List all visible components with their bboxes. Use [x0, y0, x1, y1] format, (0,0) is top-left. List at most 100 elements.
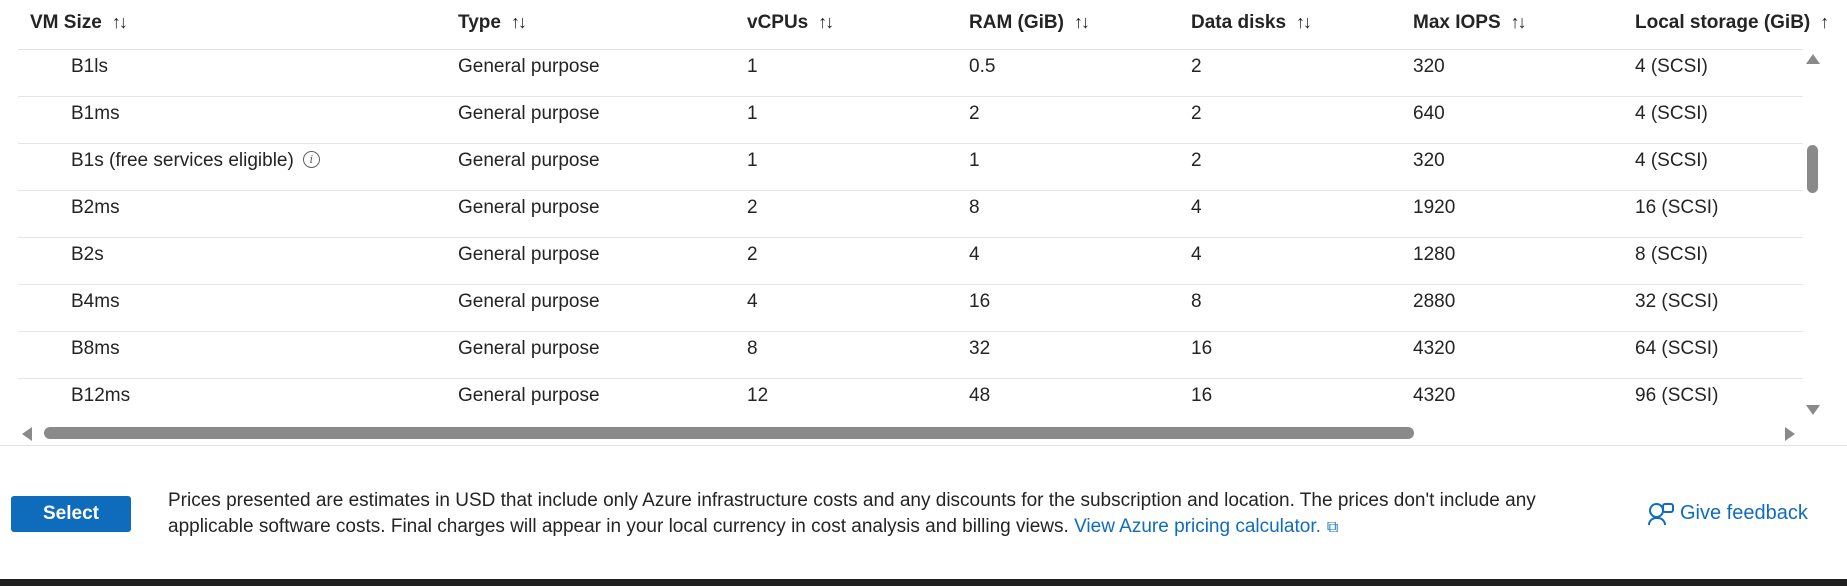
free-services-note: (free services eligible) [109, 150, 294, 171]
cell-data-disks: 2 [1191, 150, 1202, 171]
cell-local-storage: 16 (SCSI) [1635, 197, 1719, 218]
grid-header: VM Size ↑↓ Type ↑↓ vCPUs ↑↓ RAM (GiB) ↑↓ Dat… [18, 0, 1829, 50]
cell-max-iops: 1280 [1413, 244, 1456, 265]
table-row[interactable]: B8ms General purpose 8 32 16 4320 64 (SC… [18, 331, 1803, 379]
cell-vm-size: B2s [71, 244, 104, 265]
cell-vm-size: B1ms [71, 103, 120, 124]
table-row[interactable]: B12ms General purpose 12 48 16 4320 96 (… [18, 378, 1803, 420]
select-button[interactable]: Select [11, 496, 131, 532]
cell-max-iops: 320 [1413, 56, 1445, 77]
sort-icon: ↑↓ [510, 12, 527, 32]
cell-type: General purpose [458, 103, 600, 124]
cell-vcpus: 1 [747, 103, 758, 124]
cell-local-storage: 4 (SCSI) [1635, 103, 1708, 124]
sort-icon: ↑ [1820, 12, 1829, 32]
cell-max-iops: 2880 [1413, 291, 1456, 312]
cell-vcpus: 2 [747, 244, 758, 265]
vertical-scrollbar[interactable] [1803, 49, 1823, 420]
cell-local-storage: 32 (SCSI) [1635, 291, 1719, 312]
cell-local-storage: 64 (SCSI) [1635, 338, 1719, 359]
cell-vm-size: B4ms [71, 291, 120, 312]
cell-vm-size: B1ls [71, 56, 108, 77]
cell-type: General purpose [458, 197, 600, 218]
cell-max-iops: 4320 [1413, 385, 1456, 406]
cell-vcpus: 2 [747, 197, 758, 218]
cell-data-disks: 16 [1191, 338, 1213, 359]
sort-icon: ↑↓ [111, 12, 128, 32]
cell-ram: 8 [969, 197, 980, 218]
table-row[interactable]: B2ms General purpose 2 8 4 1920 16 (SCSI… [18, 190, 1803, 238]
cell-data-disks: 2 [1191, 56, 1202, 77]
cell-vcpus: 4 [747, 291, 758, 312]
give-feedback-button[interactable]: Give feedback [1648, 502, 1808, 525]
cell-max-iops: 640 [1413, 103, 1445, 124]
cell-type: General purpose [458, 150, 600, 171]
cell-data-disks: 4 [1191, 244, 1202, 265]
sort-icon: ↑↓ [1510, 12, 1527, 32]
cell-vcpus: 8 [747, 338, 758, 359]
cell-vm-size: B8ms [71, 338, 120, 359]
cell-local-storage: 96 (SCSI) [1635, 385, 1719, 406]
cell-vm-size: B1s (free services eligible) i [71, 143, 320, 190]
cell-data-disks: 4 [1191, 197, 1202, 218]
cell-max-iops: 4320 [1413, 338, 1456, 359]
cell-data-disks: 16 [1191, 385, 1213, 406]
cell-data-disks: 8 [1191, 291, 1202, 312]
footer-divider [0, 445, 1847, 446]
column-header-data-disks[interactable]: Data disks ↑↓ [1191, 12, 1312, 33]
cell-vcpus: 1 [747, 56, 758, 77]
cell-type: General purpose [458, 338, 600, 359]
table-row[interactable]: B1s (free services eligible) i General pu… [18, 143, 1803, 191]
cell-vcpus: 1 [747, 150, 758, 171]
cell-ram: 1 [969, 150, 980, 171]
vertical-scroll-thumb[interactable] [1807, 145, 1818, 193]
cell-ram: 4 [969, 244, 980, 265]
table-row[interactable]: B1ls General purpose 1 0.5 2 320 4 (SCSI… [18, 49, 1803, 97]
column-header-vm-size[interactable]: VM Size ↑↓ [30, 12, 128, 33]
column-header-type[interactable]: Type ↑↓ [458, 12, 527, 33]
bottom-edge-bar [0, 579, 1847, 586]
sort-icon: ↑↓ [1073, 12, 1090, 32]
cell-ram: 32 [969, 338, 991, 359]
cell-max-iops: 1920 [1413, 197, 1456, 218]
cell-local-storage: 8 (SCSI) [1635, 244, 1708, 265]
column-header-ram[interactable]: RAM (GiB) ↑↓ [969, 12, 1090, 33]
grid-body: B1ls General purpose 1 0.5 2 320 4 (SCSI… [18, 49, 1803, 420]
table-row[interactable]: B2s General purpose 2 4 4 1280 8 (SCSI) [18, 237, 1803, 285]
cell-ram: 16 [969, 291, 991, 312]
cell-type: General purpose [458, 56, 600, 77]
cell-type: General purpose [458, 244, 600, 265]
external-link-icon: ⧉ [1326, 519, 1339, 536]
cell-ram: 48 [969, 385, 991, 406]
scroll-left-icon[interactable] [22, 427, 32, 441]
cell-ram: 0.5 [969, 56, 996, 77]
info-icon[interactable]: i [302, 151, 320, 169]
cell-type: General purpose [458, 291, 600, 312]
cell-local-storage: 4 (SCSI) [1635, 150, 1708, 171]
table-row[interactable]: B1ms General purpose 1 2 2 640 4 (SCSI) [18, 96, 1803, 144]
pricing-calculator-link[interactable]: View Azure pricing calculator. ⧉ [1074, 516, 1338, 537]
cell-vm-size: B12ms [71, 385, 131, 406]
cell-data-disks: 2 [1191, 103, 1202, 124]
column-header-max-iops[interactable]: Max IOPS ↑↓ [1413, 12, 1527, 33]
cell-type: General purpose [458, 385, 600, 406]
cell-max-iops: 320 [1413, 150, 1445, 171]
column-header-vcpus[interactable]: vCPUs ↑↓ [747, 12, 834, 33]
cell-ram: 2 [969, 103, 980, 124]
cell-vm-size: B2ms [71, 197, 120, 218]
column-header-local-storage[interactable]: Local storage (GiB) ↑ [1635, 12, 1829, 33]
table-row[interactable]: B4ms General purpose 4 16 8 2880 32 (SCS… [18, 284, 1803, 332]
vm-size-grid: VM Size ↑↓ Type ↑↓ vCPUs ↑↓ RAM (GiB) ↑↓ Dat… [18, 0, 1830, 445]
cell-vcpus: 12 [747, 385, 769, 406]
scroll-down-icon[interactable] [1806, 405, 1820, 415]
horizontal-scroll-thumb[interactable] [44, 427, 1414, 439]
sort-icon: ↑↓ [1296, 12, 1312, 32]
horizontal-scrollbar[interactable] [18, 420, 1803, 445]
footer: Select Prices presented are estimates in… [0, 446, 1847, 579]
feedback-person-icon [1648, 502, 1674, 525]
scroll-up-icon[interactable] [1806, 54, 1820, 64]
scroll-right-icon[interactable] [1785, 427, 1795, 441]
cell-local-storage: 4 (SCSI) [1635, 56, 1708, 77]
pricing-disclaimer: Prices presented are estimates in USD th… [168, 488, 1588, 541]
sort-icon: ↑↓ [818, 12, 834, 32]
